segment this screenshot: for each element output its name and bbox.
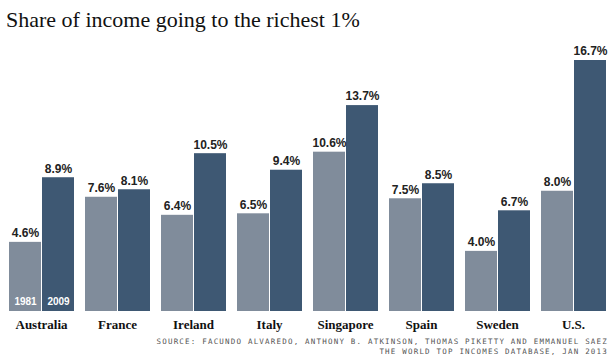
svg-text:8.5%: 8.5% [425,168,453,182]
html-text:SOURCE: FACUNDO ALVAREDO, ANTH: SOURCE: FACUNDO ALVAREDO, ANTHONY B. ATK… [156,337,608,346]
svg-text:Australia: Australia [16,317,69,332]
svg-text:Spain: Spain [406,317,439,332]
svg-text:6.5%: 6.5% [240,198,268,212]
svg-text:8.9%: 8.9% [45,162,73,176]
svg-text:Sweden: Sweden [476,317,519,332]
svg-text:U.S.: U.S. [562,317,585,332]
svg-text:Italy: Italy [257,317,284,332]
svg-text:9.4%: 9.4% [273,154,301,168]
svg-text:1981: 1981 [14,296,37,307]
svg-text:Ireland: Ireland [173,317,215,332]
svg-text:4.6%: 4.6% [12,226,40,240]
svg-text:8.0%: 8.0% [544,175,572,189]
svg-text:6.4%: 6.4% [164,199,192,213]
svg-text:10.6%: 10.6% [312,136,346,150]
svg-text:13.7%: 13.7% [345,89,379,103]
svg-text:2009: 2009 [47,296,70,307]
svg-text:4.0%: 4.0% [468,235,496,249]
svg-text:10.5%: 10.5% [193,138,227,152]
svg-text:16.7%: 16.7% [573,44,607,58]
html-text:THE WORLD TOP INCOMES DATABASE: THE WORLD TOP INCOMES DATABASE, JAN 2013 [379,347,608,356]
svg-text:Singapore: Singapore [317,317,373,332]
html-text:Share of income going to the r: Share of income going to the richest 1% [6,7,360,32]
svg-text:6.7%: 6.7% [501,195,529,209]
svg-text:7.5%: 7.5% [392,183,420,197]
svg-text:7.6%: 7.6% [88,181,116,195]
svg-text:8.1%: 8.1% [121,174,149,188]
svg-text:France: France [98,317,137,332]
